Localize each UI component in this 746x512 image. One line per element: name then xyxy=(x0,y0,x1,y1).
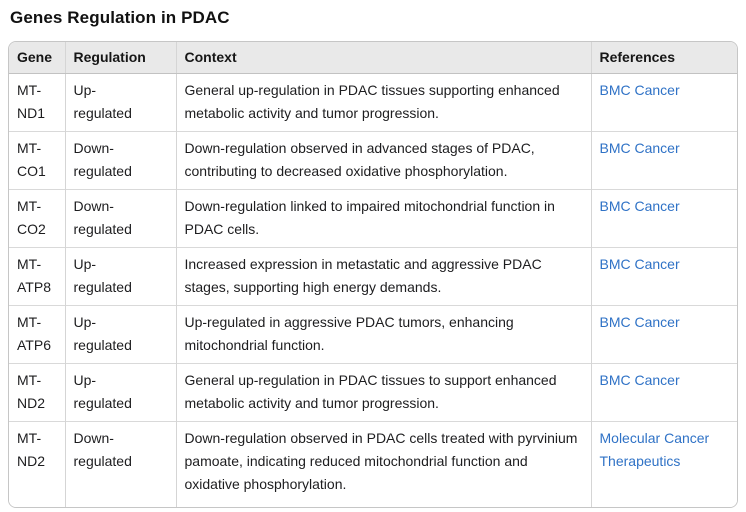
reference-link[interactable]: BMC Cancer xyxy=(599,256,680,272)
column-header-gene: Gene xyxy=(9,42,65,74)
reference-cell: BMC Cancer xyxy=(590,189,737,248)
table-header: Gene Regulation Context References xyxy=(9,42,737,74)
table-row: MT-ND2 Up-regulated General up-regulatio… xyxy=(9,363,737,422)
reference-cell: Molecular Cancer Therapeutics xyxy=(590,421,737,507)
regulation-cell: Down-regulated xyxy=(64,421,176,507)
table-row: MT-ATP6 Up-regulated Up-regulated in agg… xyxy=(9,305,737,364)
regulation-cell: Up-regulated xyxy=(64,305,176,364)
reference-cell: BMC Cancer xyxy=(590,305,737,364)
regulation-cell: Up-regulated xyxy=(64,73,176,132)
column-header-references: References xyxy=(590,42,737,74)
reference-cell: BMC Cancer xyxy=(590,363,737,422)
genes-regulation-table: Gene Regulation Context References MT-ND… xyxy=(9,42,737,507)
reference-cell: BMC Cancer xyxy=(590,73,737,132)
reference-cell: BMC Cancer xyxy=(590,131,737,190)
genes-table-container: Gene Regulation Context References MT-ND… xyxy=(8,41,738,508)
gene-cell: MT-ATP6 xyxy=(9,305,65,364)
regulation-cell: Up-regulated xyxy=(64,363,176,422)
column-header-context: Context xyxy=(175,42,591,74)
regulation-cell: Down-regulated xyxy=(64,131,176,190)
reference-link[interactable]: BMC Cancer xyxy=(599,198,680,214)
context-cell: General up-regulation in PDAC tissues su… xyxy=(175,73,591,132)
reference-link[interactable]: BMC Cancer xyxy=(599,140,680,156)
gene-cell: MT-ND2 xyxy=(9,421,65,507)
gene-cell: MT-CO2 xyxy=(9,189,65,248)
table-row: MT-CO1 Down-regulated Down-regulation ob… xyxy=(9,131,737,190)
column-header-regulation: Regulation xyxy=(64,42,176,74)
context-cell: Down-regulation observed in PDAC cells t… xyxy=(175,421,591,507)
regulation-cell: Up-regulated xyxy=(64,247,176,306)
reference-link[interactable]: BMC Cancer xyxy=(599,82,680,98)
table-row: MT-ATP8 Up-regulated Increased expressio… xyxy=(9,247,737,306)
context-cell: Down-regulation linked to impaired mitoc… xyxy=(175,189,591,248)
table-body: MT-ND1 Up-regulated General up-regulatio… xyxy=(9,73,737,507)
table-row: MT-CO2 Down-regulated Down-regulation li… xyxy=(9,189,737,248)
context-cell: General up-regulation in PDAC tissues to… xyxy=(175,363,591,422)
gene-cell: MT-ND2 xyxy=(9,363,65,422)
reference-cell: BMC Cancer xyxy=(590,247,737,306)
gene-cell: MT-CO1 xyxy=(9,131,65,190)
page-title: Genes Regulation in PDAC xyxy=(10,8,230,27)
reference-link[interactable]: BMC Cancer xyxy=(599,314,680,330)
reference-link[interactable]: BMC Cancer xyxy=(599,372,680,388)
table-row: MT-ND1 Up-regulated General up-regulatio… xyxy=(9,73,737,132)
context-cell: Increased expression in metastatic and a… xyxy=(175,247,591,306)
table-row: MT-ND2 Down-regulated Down-regulation ob… xyxy=(9,421,737,507)
context-cell: Up-regulated in aggressive PDAC tumors, … xyxy=(175,305,591,364)
header-row: Gene Regulation Context References xyxy=(9,42,737,74)
gene-cell: MT-ND1 xyxy=(9,73,65,132)
gene-cell: MT-ATP8 xyxy=(9,247,65,306)
regulation-cell: Down-regulated xyxy=(64,189,176,248)
reference-link[interactable]: Molecular Cancer Therapeutics xyxy=(599,430,710,469)
context-cell: Down-regulation observed in advanced sta… xyxy=(175,131,591,190)
